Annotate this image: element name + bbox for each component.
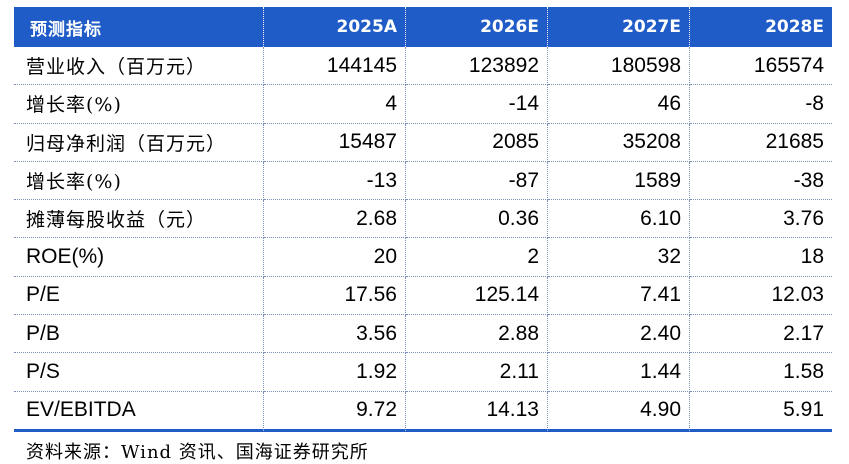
cell-value: 1.44 [548, 353, 690, 392]
table-row: 摊薄每股收益（元） 2.68 0.36 6.10 3.76 [14, 200, 832, 239]
row-label: ROE(%) [14, 238, 264, 277]
table-row: 增长率(%) 4 -14 46 -8 [14, 85, 832, 124]
cell-value: 4 [264, 85, 406, 124]
header-indicator: 预测指标 [14, 7, 264, 47]
cell-value: 144145 [264, 47, 406, 86]
cell-value: 2 [406, 238, 548, 277]
cell-value: 4.90 [548, 391, 690, 432]
cell-value: -8 [690, 85, 832, 124]
cell-value: 5.91 [690, 392, 832, 432]
cell-value: 2.68 [264, 200, 406, 239]
cell-value: 1.58 [690, 353, 832, 392]
cell-value: 125.14 [406, 276, 548, 316]
forecast-table: 预测指标 2025A 2026E 2027E 2028E 营业收入（百万元） 1… [14, 7, 832, 432]
cell-value: 123892 [406, 47, 548, 86]
cell-value: 2085 [406, 123, 548, 162]
cell-value: 15487 [264, 123, 406, 162]
cell-value: 1.92 [264, 353, 406, 392]
header-row: 预测指标 2025A 2026E 2027E 2028E [14, 7, 832, 47]
header-2028e: 2028E [690, 7, 832, 47]
table-row: P/S 1.92 2.11 1.44 1.58 [14, 353, 832, 392]
header-2026e: 2026E [406, 7, 548, 47]
table-row: 营业收入（百万元） 144145 123892 180598 165574 [14, 47, 832, 86]
row-label: EV/EBITDA [14, 391, 264, 432]
cell-value: 6.10 [548, 200, 690, 239]
cell-value: -38 [690, 162, 832, 201]
row-label: 增长率(%) [14, 161, 264, 201]
header-2027e: 2027E [548, 7, 690, 47]
table-row: EV/EBITDA 9.72 14.13 4.90 5.91 [14, 391, 832, 432]
row-label: P/S [14, 353, 264, 392]
table-row: 归母净利润（百万元） 15487 2085 35208 21685 [14, 123, 832, 162]
source-note: 资料来源：Wind 资讯、国海证券研究所 [26, 441, 369, 463]
table-row: P/E 17.56 125.14 7.41 12.03 [14, 276, 832, 316]
row-label: 归母净利润（百万元） [14, 123, 264, 162]
cell-value: 7.41 [548, 276, 690, 316]
cell-value: -14 [406, 85, 548, 124]
cell-value: 3.76 [690, 200, 832, 239]
row-label: P/E [14, 276, 264, 316]
cell-value: 46 [548, 85, 690, 124]
cell-value: 17.56 [264, 276, 406, 316]
cell-value: 21685 [690, 124, 832, 162]
table-row: ROE(%) 20 2 32 18 [14, 238, 832, 277]
forecast-table-container: 预测指标 2025A 2026E 2027E 2028E 营业收入（百万元） 1… [14, 7, 832, 464]
cell-value: 3.56 [264, 315, 406, 354]
cell-value: 2.17 [690, 315, 832, 354]
cell-value: 35208 [548, 123, 690, 162]
cell-value: 18 [690, 238, 832, 277]
row-label: 增长率(%) [14, 85, 264, 124]
table-row: P/B 3.56 2.88 2.40 2.17 [14, 315, 832, 354]
cell-value: 2.11 [406, 353, 548, 392]
cell-value: 9.72 [264, 391, 406, 432]
cell-value: 180598 [548, 47, 690, 86]
row-label: 营业收入（百万元） [14, 47, 264, 86]
cell-value: -87 [406, 161, 548, 201]
header-2025a: 2025A [264, 7, 406, 47]
cell-value: 1589 [548, 161, 690, 201]
cell-value: 20 [264, 238, 406, 277]
cell-value: 32 [548, 238, 690, 277]
cell-value: 0.36 [406, 200, 548, 239]
cell-value: 165574 [690, 47, 832, 86]
cell-value: -13 [264, 161, 406, 201]
row-label: P/B [14, 315, 264, 354]
cell-value: 12.03 [690, 277, 832, 316]
cell-value: 2.40 [548, 315, 690, 354]
cell-value: 2.88 [406, 315, 548, 354]
row-label: 摊薄每股收益（元） [14, 200, 264, 239]
cell-value: 14.13 [406, 391, 548, 432]
table-row: 增长率(%) -13 -87 1589 -38 [14, 161, 832, 201]
